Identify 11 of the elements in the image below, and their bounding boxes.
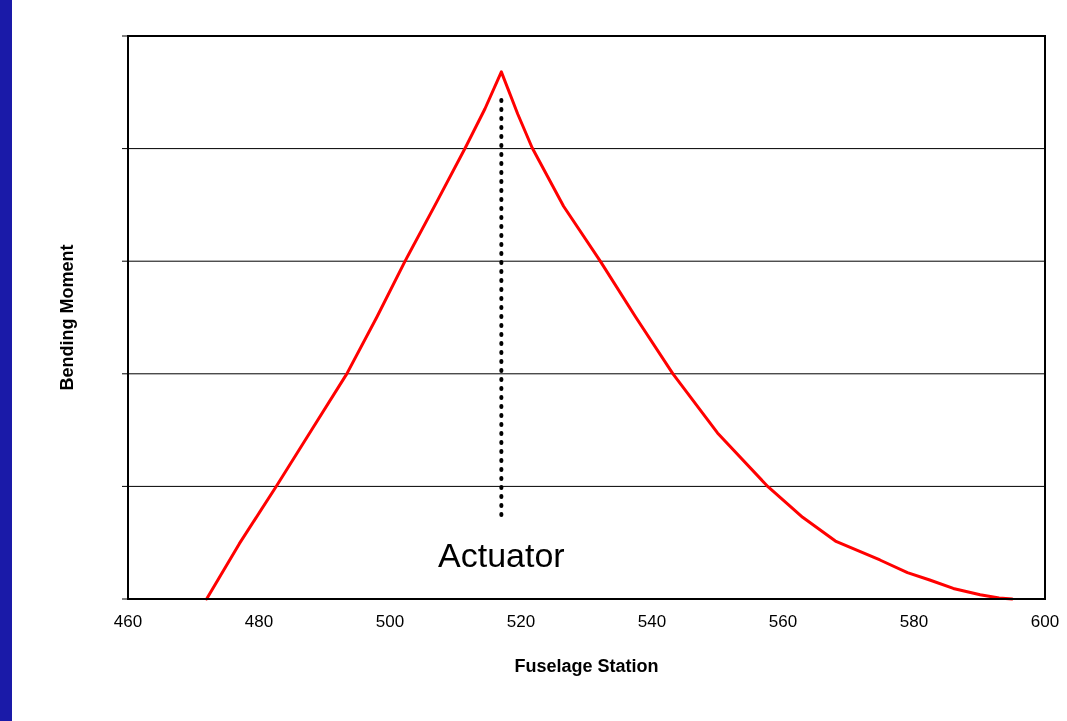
x-tick-label: 480	[244, 612, 274, 631]
x-tick-label: 460	[113, 612, 143, 631]
y-axis-title: Bending Moment	[57, 244, 77, 391]
x-tick-label: 580	[899, 612, 929, 631]
x-tick-label: 600	[1030, 612, 1060, 631]
x-tick-label: 560	[768, 612, 798, 631]
x-tick-label: 540	[637, 612, 667, 631]
ref-line-label: Actuator	[438, 536, 565, 574]
x-tick-label: 520	[506, 612, 536, 631]
x-axis-title: Fuselage Station	[514, 656, 659, 676]
x-tick-label: 500	[375, 612, 405, 631]
